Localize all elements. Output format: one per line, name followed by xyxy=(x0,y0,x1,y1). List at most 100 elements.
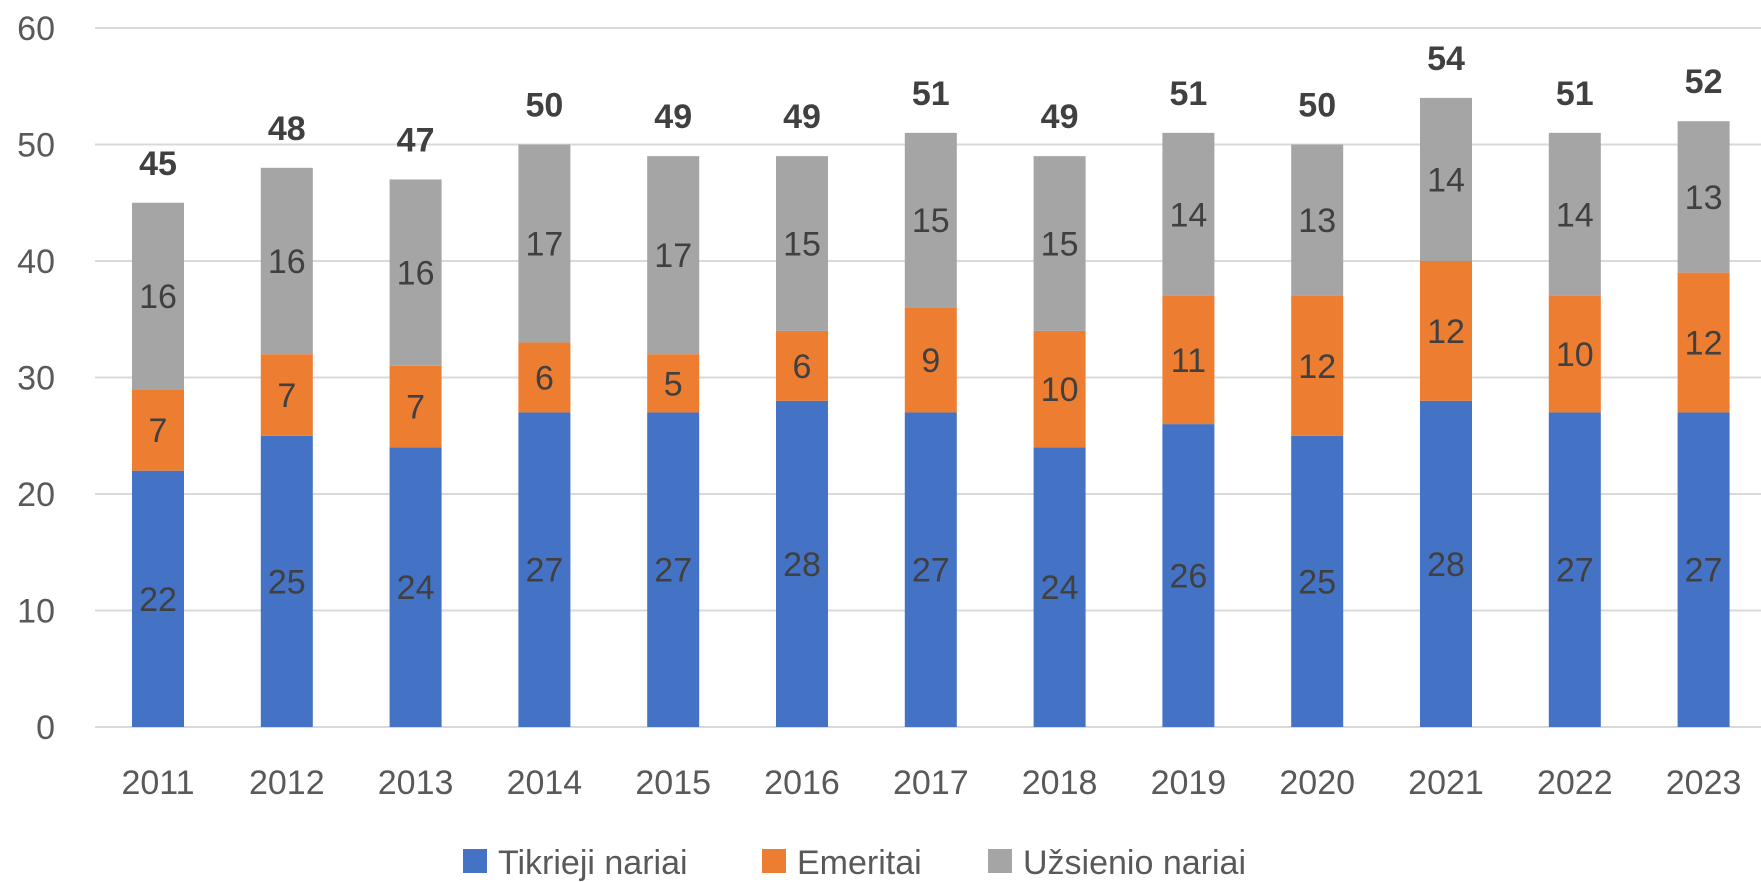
y-tick-label: 50 xyxy=(17,127,55,165)
segment-value-label: 7 xyxy=(149,412,168,450)
segment-value-label: 17 xyxy=(654,237,692,275)
bar-segment xyxy=(647,156,700,355)
segment-value-label: 7 xyxy=(277,377,296,415)
legend-swatch xyxy=(463,849,487,873)
total-value-label: 51 xyxy=(1169,75,1207,113)
total-value-label: 45 xyxy=(139,145,177,183)
segment-value-label: 16 xyxy=(268,243,306,281)
segment-value-label: 27 xyxy=(654,552,692,590)
x-tick-label: 2020 xyxy=(1279,764,1355,802)
segment-value-label: 6 xyxy=(793,348,812,386)
y-tick-label: 20 xyxy=(17,476,55,514)
bar-segment xyxy=(776,330,828,401)
bar-segment xyxy=(132,470,184,727)
segment-value-label: 24 xyxy=(1041,569,1079,607)
segment-value-label: 25 xyxy=(1298,563,1336,601)
segment-value-label: 10 xyxy=(1556,336,1594,374)
bar-segment xyxy=(1420,97,1472,262)
y-axis-tick-labels: 0 10 20 30 40 50 60 xyxy=(17,10,55,747)
y-tick-label: 0 xyxy=(36,709,55,747)
segment-value-label: 28 xyxy=(1427,546,1465,584)
segment-value-label: 12 xyxy=(1298,348,1336,386)
legend-label: Užsienio nariai xyxy=(1023,844,1246,882)
total-value-label: 48 xyxy=(268,110,306,148)
bar-segment xyxy=(1291,295,1344,436)
bars xyxy=(132,97,1730,727)
total-data-labels: 45 48 47 50 49 49 51 49 51 50 54 51 52 xyxy=(139,40,1722,183)
y-tick-label: 60 xyxy=(17,10,55,48)
x-tick-label: 2015 xyxy=(635,764,711,802)
segment-value-label: 27 xyxy=(525,552,563,590)
y-tick-label: 10 xyxy=(17,593,55,631)
bar-segment xyxy=(518,412,571,727)
segment-value-label: 6 xyxy=(535,360,554,398)
x-tick-label: 2023 xyxy=(1666,764,1742,802)
bar-segment xyxy=(389,447,442,727)
segment-value-label: 9 xyxy=(921,342,940,380)
segment-value-label: 14 xyxy=(1169,196,1207,234)
legend: Tikrieji nariai Emeritai Užsienio nariai xyxy=(463,844,1246,882)
segment-value-label: 12 xyxy=(1685,325,1723,363)
total-value-label: 51 xyxy=(1556,75,1594,113)
x-tick-label: 2017 xyxy=(893,764,969,802)
bar-segment xyxy=(1677,412,1730,727)
segment-value-label: 5 xyxy=(664,365,683,403)
bar-segment xyxy=(132,202,184,390)
bar-segment xyxy=(776,156,828,331)
total-value-label: 47 xyxy=(397,121,435,159)
x-tick-label: 2016 xyxy=(764,764,840,802)
legend-label: Emeritai xyxy=(797,844,922,882)
segment-value-label: 27 xyxy=(1556,552,1594,590)
bar-segment xyxy=(1548,295,1601,413)
bar-segment xyxy=(1677,272,1730,413)
segment-value-label: 27 xyxy=(912,552,950,590)
segment-value-label: 27 xyxy=(1685,552,1723,590)
x-tick-label: 2013 xyxy=(378,764,454,802)
x-axis-tick-labels: 2011 2012 2013 2014 2015 2016 2017 2018 2019 2020… xyxy=(121,764,1741,802)
x-tick-label: 2012 xyxy=(249,764,325,802)
segment-value-label: 26 xyxy=(1169,558,1207,596)
segment-value-label: 17 xyxy=(525,226,563,264)
bar-segment xyxy=(1548,132,1601,296)
bar-segment xyxy=(1291,144,1344,296)
legend-swatch xyxy=(988,849,1012,873)
bar-segment xyxy=(904,132,957,308)
bar-segment xyxy=(518,144,571,343)
bar-segment xyxy=(389,179,442,366)
bar-segment xyxy=(1162,424,1215,727)
bar-segment xyxy=(904,412,957,727)
bar-segment xyxy=(260,167,313,355)
segment-value-label: 15 xyxy=(1041,226,1079,264)
bar-segment xyxy=(904,307,957,413)
total-value-label: 50 xyxy=(525,87,563,125)
segment-value-label: 24 xyxy=(397,569,435,607)
total-value-label: 54 xyxy=(1427,40,1465,78)
segment-value-label: 16 xyxy=(397,255,435,293)
bar-segment xyxy=(1677,121,1730,273)
x-tick-label: 2022 xyxy=(1537,764,1613,802)
y-tick-label: 40 xyxy=(17,243,55,281)
bar-segment xyxy=(132,389,184,471)
segment-value-label: 14 xyxy=(1427,161,1465,199)
bar-segment xyxy=(647,412,700,727)
segment-value-label: 28 xyxy=(783,546,821,584)
bar-segment xyxy=(1420,400,1472,727)
segment-value-label: 22 xyxy=(139,581,177,619)
bar-segment xyxy=(1291,435,1344,727)
total-value-label: 49 xyxy=(1041,98,1079,136)
segment-value-label: 15 xyxy=(783,226,821,264)
segment-value-label: 16 xyxy=(139,278,177,316)
x-tick-label: 2019 xyxy=(1151,764,1227,802)
bar-segment xyxy=(776,400,828,727)
segment-value-label: 14 xyxy=(1556,196,1594,234)
total-value-label: 52 xyxy=(1685,63,1723,101)
bar-segment xyxy=(518,342,571,413)
segment-value-label: 12 xyxy=(1427,313,1465,351)
bar-segment xyxy=(1548,412,1601,727)
segment-value-label: 11 xyxy=(1171,342,1206,380)
x-tick-label: 2021 xyxy=(1408,764,1484,802)
segment-value-label: 15 xyxy=(912,202,950,240)
segment-value-label: 25 xyxy=(268,563,306,601)
